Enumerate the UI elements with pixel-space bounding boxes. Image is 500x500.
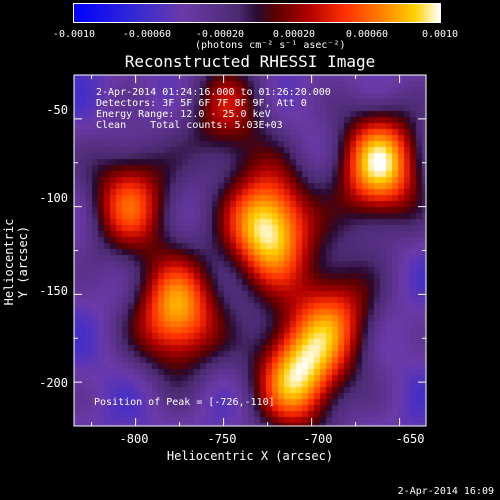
colorbar-tick: -0.00020 xyxy=(195,29,245,40)
x-tick-label: -750 xyxy=(207,432,237,446)
colorbar-tick: -0.00060 xyxy=(122,29,172,40)
x-tick-label: -650 xyxy=(395,432,425,446)
x-tick-label: -800 xyxy=(119,432,149,446)
time-range: 2-Apr-2014 01:24:16.000 to 01:26:20.000 xyxy=(96,87,331,98)
colorbar-tick: 0.00060 xyxy=(345,29,389,40)
x-tick-label: -700 xyxy=(303,432,333,446)
y-tick-label: -150 xyxy=(39,284,68,298)
energy-range: Energy Range: 12.0 - 25.0 keV xyxy=(96,109,271,120)
footer-timestamp: 2-Apr-2014 16:09 xyxy=(397,486,494,497)
y-tick-label: -200 xyxy=(39,376,68,390)
plot-title: Reconstructed RHESSI Image xyxy=(124,52,376,71)
colorbar-unit: (photons cm⁻² s⁻¹ asec⁻²) xyxy=(195,40,346,51)
clean-counts: Clean Total counts: 5.03E+03 xyxy=(96,120,283,131)
y-tick-label: -100 xyxy=(39,191,68,205)
heatmap-image xyxy=(74,75,426,426)
peak-position: Position of Peak = [-726,-110] xyxy=(94,397,275,408)
y-axis-label: Heliocentric Y (arcsec) xyxy=(2,218,30,306)
detectors: Detectors: 3F 5F 6F 7F 8F 9F, Att 0 xyxy=(96,98,307,109)
colorbar xyxy=(73,3,441,23)
colorbar-tick: 0.0010 xyxy=(421,29,459,40)
colorbar-tick: 0.00020 xyxy=(272,29,316,40)
y-tick-label: -50 xyxy=(46,103,68,117)
colorbar-tick: -0.0010 xyxy=(52,29,96,40)
observation-info: 2-Apr-2014 01:24:16.000 to 01:26:20.000 … xyxy=(96,87,331,131)
x-axis-label: Heliocentric X (arcsec) xyxy=(166,449,334,463)
